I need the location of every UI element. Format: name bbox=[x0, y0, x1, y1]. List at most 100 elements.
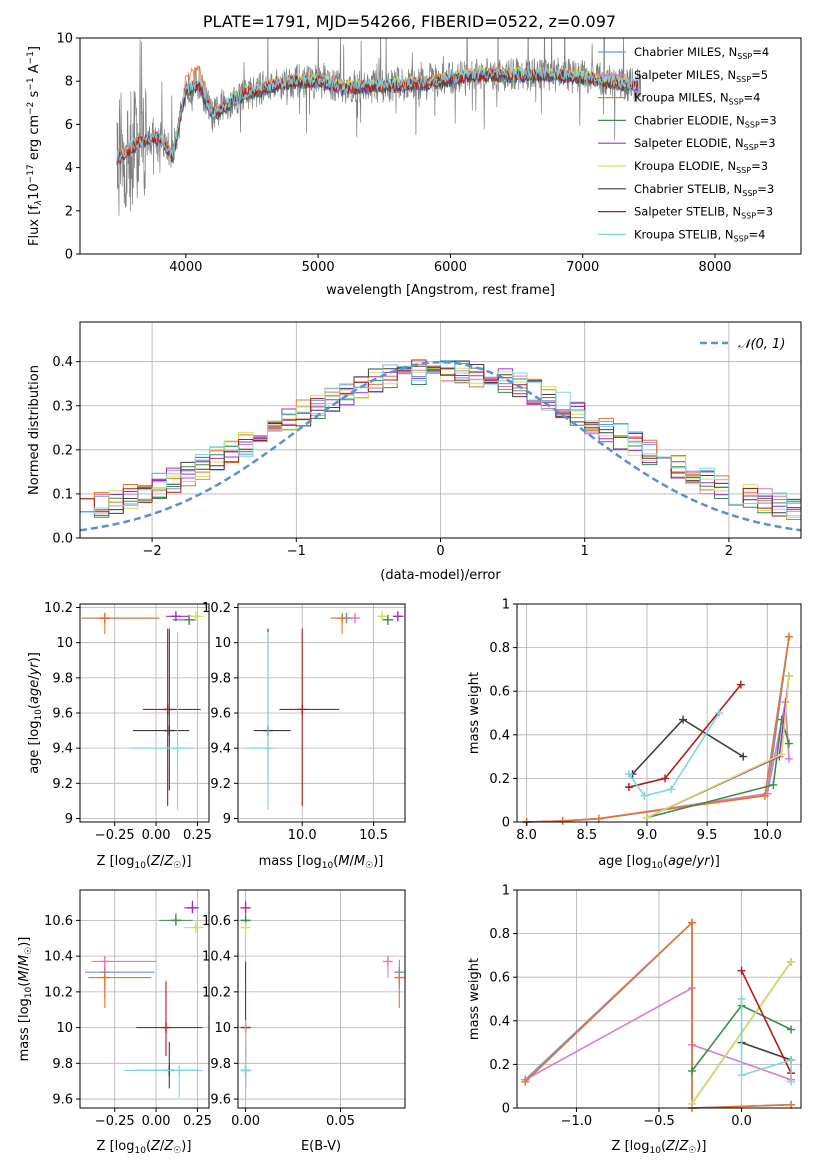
legend-tail: =4 bbox=[744, 91, 761, 105]
series-marker-salpeter_stelib bbox=[661, 774, 670, 783]
y-tick-label: 0.2 bbox=[489, 1058, 510, 1073]
x-tick-label: 8.0 bbox=[516, 828, 537, 843]
histograms bbox=[80, 359, 801, 532]
y-axis-label-part: / bbox=[17, 965, 32, 970]
axes-frame bbox=[79, 889, 210, 1109]
y-axis-label-part: yr bbox=[27, 661, 42, 677]
y-label-part: −1 bbox=[26, 51, 36, 64]
y-tick-label: 9.6 bbox=[52, 1093, 73, 1108]
x-axis-label-part: 10 bbox=[322, 861, 334, 871]
legend-label-kroupa_elodie: Kroupa ELODIE, NSSP=3 bbox=[634, 159, 768, 175]
y-tick-label: 6 bbox=[65, 118, 73, 133]
x-axis-label: wavelength [Angstrom, rest frame] bbox=[326, 283, 555, 298]
x-axis-label-part: Z bbox=[150, 1139, 161, 1154]
x-axis-label-part: M bbox=[354, 854, 365, 869]
series-marker-kroupa_elodie bbox=[777, 750, 786, 759]
legend-tail: =3 bbox=[760, 113, 777, 127]
x-axis-label: E(B-V) bbox=[301, 1139, 341, 1154]
legend-label-salpeter_miles: Salpeter MILES, NSSP=5 bbox=[634, 68, 768, 84]
legend-tail: =3 bbox=[751, 159, 768, 173]
y-tick-label: 0.4 bbox=[52, 355, 73, 370]
spectrum-panel: 4000 5000 6000 7000 8000 0 2 4 6 8 10 wavelength [A… bbox=[26, 32, 802, 298]
series-marker-kroupa_miles bbox=[760, 791, 769, 800]
series-marker-chabrier_stelib bbox=[679, 715, 688, 724]
x-axis-label-part: ☉ bbox=[173, 1146, 181, 1156]
legend-label-kroupa_stelib: Kroupa STELIB, NSSP=4 bbox=[634, 227, 765, 243]
normal-curve bbox=[80, 360, 801, 532]
point-marker-kroupa_elodie bbox=[240, 922, 251, 933]
x-tick-label: −0.25 bbox=[95, 1114, 135, 1129]
series-marker-kroupa_miles bbox=[688, 918, 697, 927]
y-tick-label: 0.0 bbox=[52, 532, 73, 547]
residual-panel: −2 −1 0 1 2 0.0 0.1 0.2 0.3 0.4 (data-model)/error… bbox=[27, 321, 802, 583]
point-marker-kroupa_stelib bbox=[262, 743, 273, 754]
mass-vs-ebv-points bbox=[240, 900, 405, 1098]
y-tick-label: 10.2 bbox=[202, 985, 231, 1000]
x-tick-label: −2 bbox=[143, 544, 162, 559]
x-tick-label: 1 bbox=[581, 544, 589, 559]
y-tick-label: 9 bbox=[65, 812, 73, 827]
x-tick-label: 8.5 bbox=[576, 828, 597, 843]
x-tick-label: 4000 bbox=[169, 260, 202, 275]
legend-text: Kroupa MILES, N bbox=[634, 91, 729, 105]
x-axis-label-part: ( bbox=[146, 1139, 151, 1154]
series-line-kroupa_miles bbox=[526, 636, 790, 823]
y-label-part: −17 bbox=[26, 164, 36, 183]
y-tick-label: 9.8 bbox=[210, 671, 231, 686]
y-tick-label: 0.6 bbox=[489, 971, 510, 986]
series-marker-chabrier_elodie bbox=[769, 780, 778, 789]
y-tick-label: 0 bbox=[65, 248, 73, 263]
y-tick-label: 2 bbox=[65, 204, 73, 219]
series-line-chabrier_miles bbox=[524, 920, 792, 1109]
y-tick-label: 9.2 bbox=[52, 777, 73, 792]
series-marker-chabrier_elodie bbox=[688, 1066, 697, 1075]
y-axis-label: Normed distribution bbox=[27, 365, 42, 495]
x-axis-label-part: ( bbox=[663, 854, 668, 869]
y-tick-label: 9.2 bbox=[210, 777, 231, 792]
histogram-kroupa_stelib bbox=[80, 362, 801, 526]
y-axis-label: mass weight bbox=[467, 958, 482, 1040]
x-tick-label: 9.5 bbox=[697, 828, 718, 843]
y-tick-label: 10 bbox=[214, 636, 231, 651]
series-marker-chabrier_elodie bbox=[784, 739, 793, 748]
legend-text: Chabrier STELIB, N bbox=[634, 182, 742, 196]
y-tick-label: 9.4 bbox=[52, 742, 73, 757]
y-axis-label: mass [log10(M/M☉)] bbox=[17, 937, 34, 1062]
y-tick-label: 10 bbox=[56, 32, 73, 47]
y-tick-label: 9.6 bbox=[210, 707, 231, 722]
point-marker-salpeter_elodie bbox=[187, 902, 198, 913]
x-axis-label-part: ( bbox=[146, 854, 151, 869]
x-axis-label-part: / bbox=[160, 854, 165, 869]
y-tick-label: 9.8 bbox=[52, 671, 73, 686]
x-axis-label-part: Z [log bbox=[97, 854, 135, 869]
point-marker-kroupa_stelib bbox=[174, 1065, 185, 1076]
series-marker-chabrier_stelib bbox=[739, 752, 748, 761]
y-tick-label: 0.8 bbox=[489, 641, 510, 656]
x-axis-label-part: Z bbox=[678, 1139, 689, 1154]
series-marker-salpeter_stelib bbox=[624, 783, 633, 792]
y-axis-label-part: 10 bbox=[34, 709, 44, 721]
legend-tail: =3 bbox=[759, 136, 776, 150]
y-tick-label: 10 bbox=[214, 1021, 231, 1036]
mass-weight-vs-age-panel: 8.0 8.5 9.0 9.5 10.0 0 0.2 0.4 0.6 0.8 1 age [log10… bbox=[467, 598, 802, 871]
y-tick-label: 0.4 bbox=[489, 1014, 510, 1029]
x-tick-label: 0.00 bbox=[142, 828, 171, 843]
y-tick-label: 0.2 bbox=[489, 772, 510, 787]
x-axis-label-part: 10 bbox=[134, 1146, 146, 1156]
y-axis-label: Flux [fλ10−17 erg cm−2 s−1 A−1] bbox=[26, 46, 44, 246]
point-marker-kroupa_miles bbox=[99, 613, 110, 624]
x-axis-label-part: Z [log bbox=[612, 1139, 650, 1154]
y-axis-label-part: age bbox=[27, 680, 42, 704]
legend-sub: SSP bbox=[736, 75, 751, 84]
mass-weight-vs-z-panel: −1.0 −0.5 0.000.20.40.60.81Z [log10(Z/Z☉)]… bbox=[467, 884, 802, 1156]
y-tick-label: 0.4 bbox=[489, 728, 510, 743]
point-marker-salpeter_elodie bbox=[240, 902, 251, 913]
series-line-kroupa_stelib bbox=[628, 712, 720, 797]
legend-sub: SSP bbox=[741, 212, 756, 221]
y-tick-label: 0.2 bbox=[52, 443, 73, 458]
series-marker-kroupa_elodie bbox=[642, 813, 651, 822]
series-marker-salpeter_miles bbox=[784, 754, 793, 763]
series-marker-kroupa_stelib bbox=[624, 770, 633, 779]
x-axis-label-part: )] bbox=[373, 854, 383, 869]
